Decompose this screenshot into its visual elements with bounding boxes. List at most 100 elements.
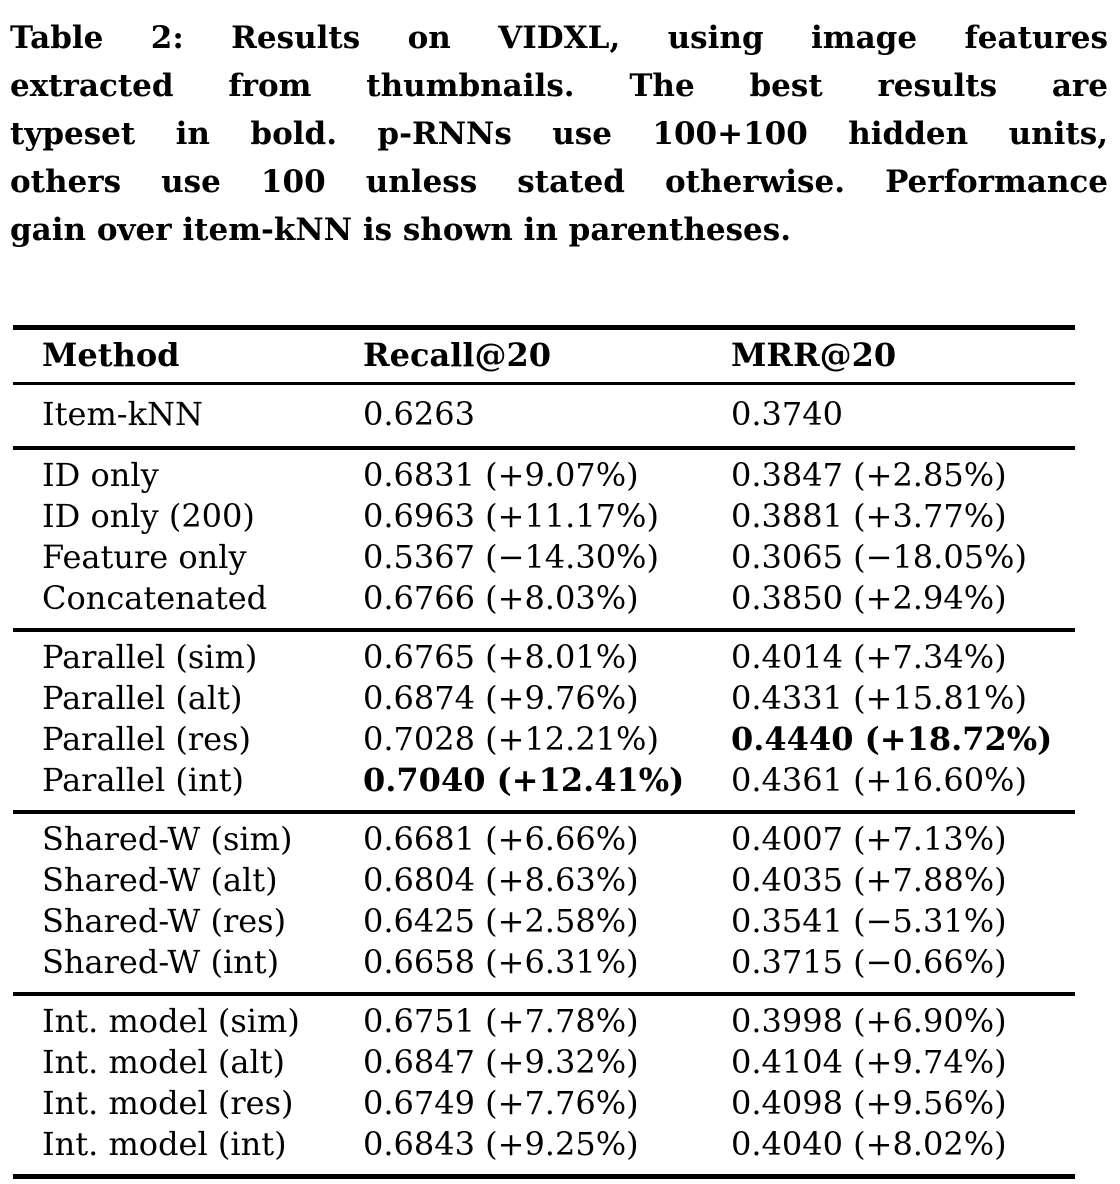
mrr-gain: (+18.72%)	[864, 720, 1053, 758]
mrr-gain: (+2.94%)	[853, 579, 1007, 617]
mrr-cell: 0.4035 (+7.88%)	[731, 860, 1075, 901]
mrr-value: 0.3998	[731, 1002, 843, 1040]
table-row: Parallel (sim) 0.6765 (+8.01%) 0.4014 (+…	[13, 628, 1075, 678]
mrr-value: 0.4014	[731, 638, 843, 676]
recall-cell: 0.7028 (+12.21%)	[363, 719, 731, 760]
table-row: Int. model (alt) 0.6847 (+9.32%) 0.4104 …	[13, 1042, 1075, 1083]
method-cell: Parallel (int)	[42, 761, 245, 799]
recall-cell: 0.6843 (+9.25%)	[363, 1124, 731, 1177]
mrr-cell-best: 0.4440 (+18.72%)	[731, 719, 1075, 760]
table-row: Concatenated 0.6766 (+8.03%) 0.3850 (+2.…	[13, 578, 1075, 630]
recall-value: 0.6681	[363, 820, 475, 858]
recall-cell: 0.6681 (+6.66%)	[363, 810, 731, 860]
recall-gain: (+12.21%)	[485, 720, 659, 758]
recall-value: 0.5367	[363, 538, 475, 576]
recall-gain: (+6.66%)	[485, 820, 639, 858]
recall-cell: 0.6765 (+8.01%)	[363, 628, 731, 678]
method-cell: Shared-W (sim)	[13, 810, 363, 860]
recall-gain: (+9.76%)	[485, 679, 639, 717]
mrr-cell: 0.4098 (+9.56%)	[731, 1083, 1075, 1124]
recall-gain: (+6.31%)	[485, 943, 639, 981]
mrr-gain: (+8.02%)	[853, 1125, 1007, 1163]
group-parallel: Parallel (sim) 0.6765 (+8.01%) 0.4014 (+…	[13, 628, 1075, 812]
caption-line: typeset in bold. p-RNNs use 100+100 hidd…	[10, 116, 1108, 152]
table-row: Int. model (sim) 0.6751 (+7.78%) 0.3998 …	[13, 992, 1075, 1042]
method-cell: Shared-W (int)	[42, 943, 280, 981]
mrr-gain: (−5.31%)	[853, 902, 1007, 940]
method-cell: Int. model (int)	[42, 1125, 287, 1163]
method-cell: Parallel (sim)	[13, 628, 363, 678]
recall-value: 0.6751	[363, 1002, 475, 1040]
mrr-gain: (+16.60%)	[853, 761, 1027, 799]
method-cell: Shared-W (res)	[42, 902, 287, 940]
recall-value: 0.6766	[363, 579, 475, 617]
mrr-cell: 0.4104 (+9.74%)	[731, 1042, 1075, 1083]
method-cell: Concatenated	[42, 579, 268, 617]
recall-gain: (−14.30%)	[485, 538, 659, 576]
table-row: Shared-W (sim) 0.6681 (+6.66%) 0.4007 (+…	[13, 810, 1075, 860]
table-row: Parallel (alt) 0.6874 (+9.76%) 0.4331 (+…	[13, 678, 1075, 719]
method-cell: Feature only	[42, 538, 247, 576]
mrr-cell: 0.4331 (+15.81%)	[731, 678, 1075, 719]
group-shared-w: Shared-W (sim) 0.6681 (+6.66%) 0.4007 (+…	[13, 810, 1075, 994]
table-row: Parallel (int) 0.7040 (+12.41%) 0.4361 (…	[13, 760, 1075, 812]
recall-gain: (+7.76%)	[485, 1084, 639, 1122]
recall-gain: (+12.41%)	[496, 761, 685, 799]
table-caption: Table 2: Results on VIDXL, using image f…	[10, 14, 1108, 254]
group-int-model: Int. model (sim) 0.6751 (+7.78%) 0.3998 …	[13, 992, 1075, 1177]
mrr-gain: (+15.81%)	[853, 679, 1027, 717]
col-header-mrr: MRR@20	[731, 327, 1075, 385]
mrr-value: 0.4035	[731, 861, 843, 899]
table-row: Shared-W (alt) 0.6804 (+8.63%) 0.4035 (+…	[13, 860, 1075, 901]
mrr-value: 0.4098	[731, 1084, 843, 1122]
table-row: Parallel (res) 0.7028 (+12.21%) 0.4440 (…	[13, 719, 1075, 760]
recall-gain: (+8.01%)	[485, 638, 639, 676]
recall-gain: (+2.58%)	[485, 902, 639, 940]
recall-value: 0.7040	[363, 761, 486, 799]
recall-gain: (+9.07%)	[485, 456, 639, 494]
recall-value: 0.6843	[363, 1125, 475, 1163]
mrr-cell: 0.3715 (−0.66%)	[731, 942, 1075, 994]
recall-cell: 0.6963 (+11.17%)	[363, 496, 731, 537]
method-cell: Int. model (sim)	[13, 992, 363, 1042]
mrr-gain: (+9.74%)	[853, 1043, 1007, 1081]
method-cell: Parallel (alt)	[42, 679, 243, 717]
recall-gain: (+8.63%)	[485, 861, 639, 899]
recall-cell: 0.5367 (−14.30%)	[363, 537, 731, 578]
recall-value: 0.6749	[363, 1084, 475, 1122]
group-baseline: Item-kNN 0.6263 0.3740	[13, 384, 1075, 449]
caption-line: extracted from thumbnails. The best resu…	[10, 68, 1108, 104]
recall-value: 0.6425	[363, 902, 475, 940]
caption-line: gain over item-kNN is shown in parenthes…	[10, 212, 792, 248]
mrr-value: 0.3740	[731, 395, 843, 433]
mrr-value: 0.4440	[731, 720, 854, 758]
caption-line: others use 100 unless stated otherwise. …	[10, 164, 1108, 200]
recall-cell: 0.6766 (+8.03%)	[363, 578, 731, 630]
table-row: ID only (200) 0.6963 (+11.17%) 0.3881 (+…	[13, 496, 1075, 537]
group-single-nets: ID only 0.6831 (+9.07%) 0.3847 (+2.85%) …	[13, 446, 1075, 630]
mrr-cell: 0.4361 (+16.60%)	[731, 760, 1075, 812]
mrr-cell: 0.4014 (+7.34%)	[731, 628, 1075, 678]
table-row: Shared-W (int) 0.6658 (+6.31%) 0.3715 (−…	[13, 942, 1075, 994]
mrr-cell: 0.4040 (+8.02%)	[731, 1124, 1075, 1177]
mrr-value: 0.3065	[731, 538, 843, 576]
recall-cell: 0.6831 (+9.07%)	[363, 446, 731, 496]
mrr-gain: (−18.05%)	[853, 538, 1027, 576]
mrr-value: 0.3715	[731, 943, 843, 981]
recall-cell: 0.6658 (+6.31%)	[363, 942, 731, 994]
mrr-gain: (+7.13%)	[853, 820, 1007, 858]
recall-value: 0.6658	[363, 943, 475, 981]
mrr-value: 0.4361	[731, 761, 843, 799]
recall-cell: 0.6263	[363, 384, 731, 449]
recall-value: 0.6963	[363, 497, 475, 535]
recall-gain: (+7.78%)	[485, 1002, 639, 1040]
mrr-cell: 0.3541 (−5.31%)	[731, 901, 1075, 942]
recall-value: 0.6263	[363, 395, 475, 433]
mrr-value: 0.3850	[731, 579, 843, 617]
header-row: Method Recall@20 MRR@20	[13, 327, 1075, 385]
recall-value: 0.6765	[363, 638, 475, 676]
mrr-value: 0.4007	[731, 820, 843, 858]
method-cell: ID only	[13, 446, 363, 496]
recall-gain: (+8.03%)	[485, 579, 639, 617]
recall-cell-best: 0.7040 (+12.41%)	[363, 760, 731, 812]
